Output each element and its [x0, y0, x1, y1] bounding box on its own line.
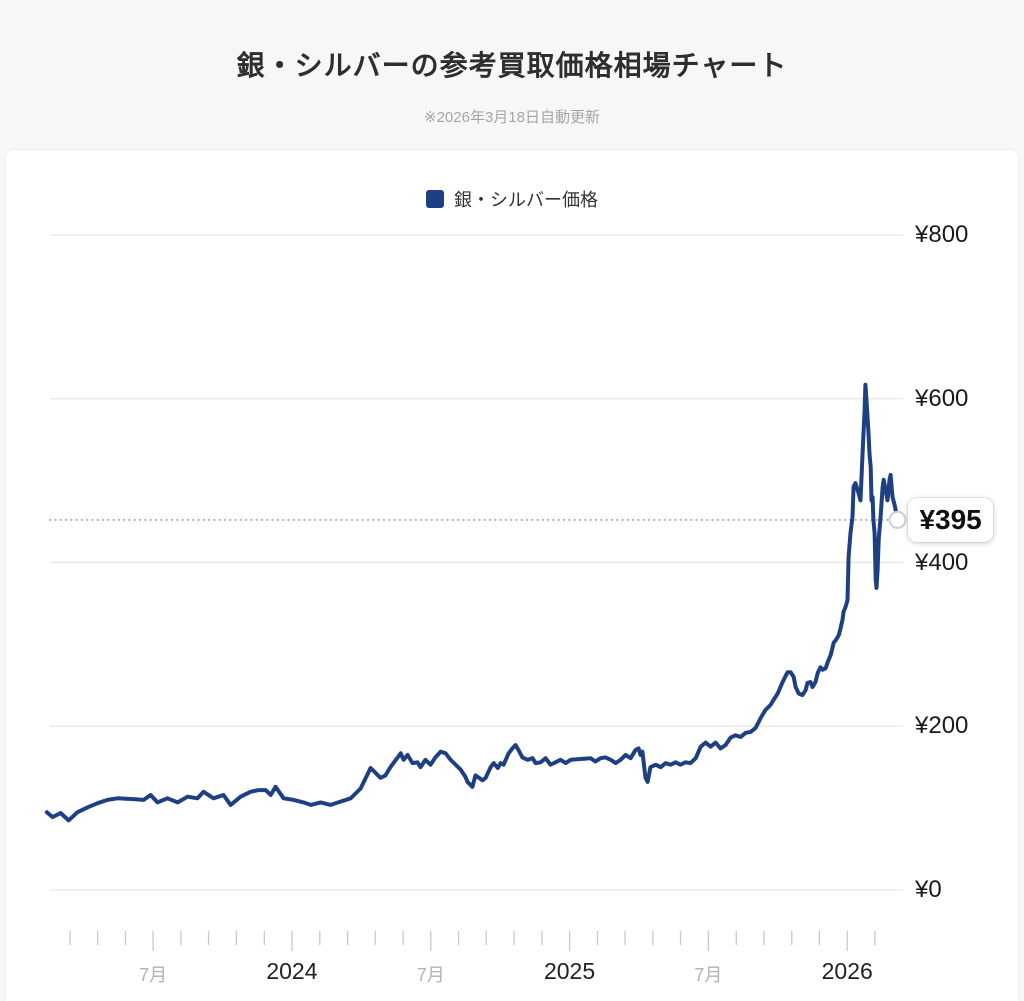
legend[interactable]: 銀・シルバー価格	[0, 188, 1024, 210]
auto-update-note: ※2026年3月18日自動更新	[424, 109, 600, 126]
current-price-badge: ¥395	[908, 497, 993, 542]
page-title: 銀・シルバーの参考買取価格相場チャート	[236, 50, 788, 81]
chart-card	[6, 150, 1018, 1001]
legend-swatch	[426, 190, 444, 208]
chart-header: 銀・シルバーの参考買取価格相場チャート ※2026年3月18日自動更新	[0, 0, 1024, 127]
legend-label: 銀・シルバー価格	[454, 190, 598, 210]
